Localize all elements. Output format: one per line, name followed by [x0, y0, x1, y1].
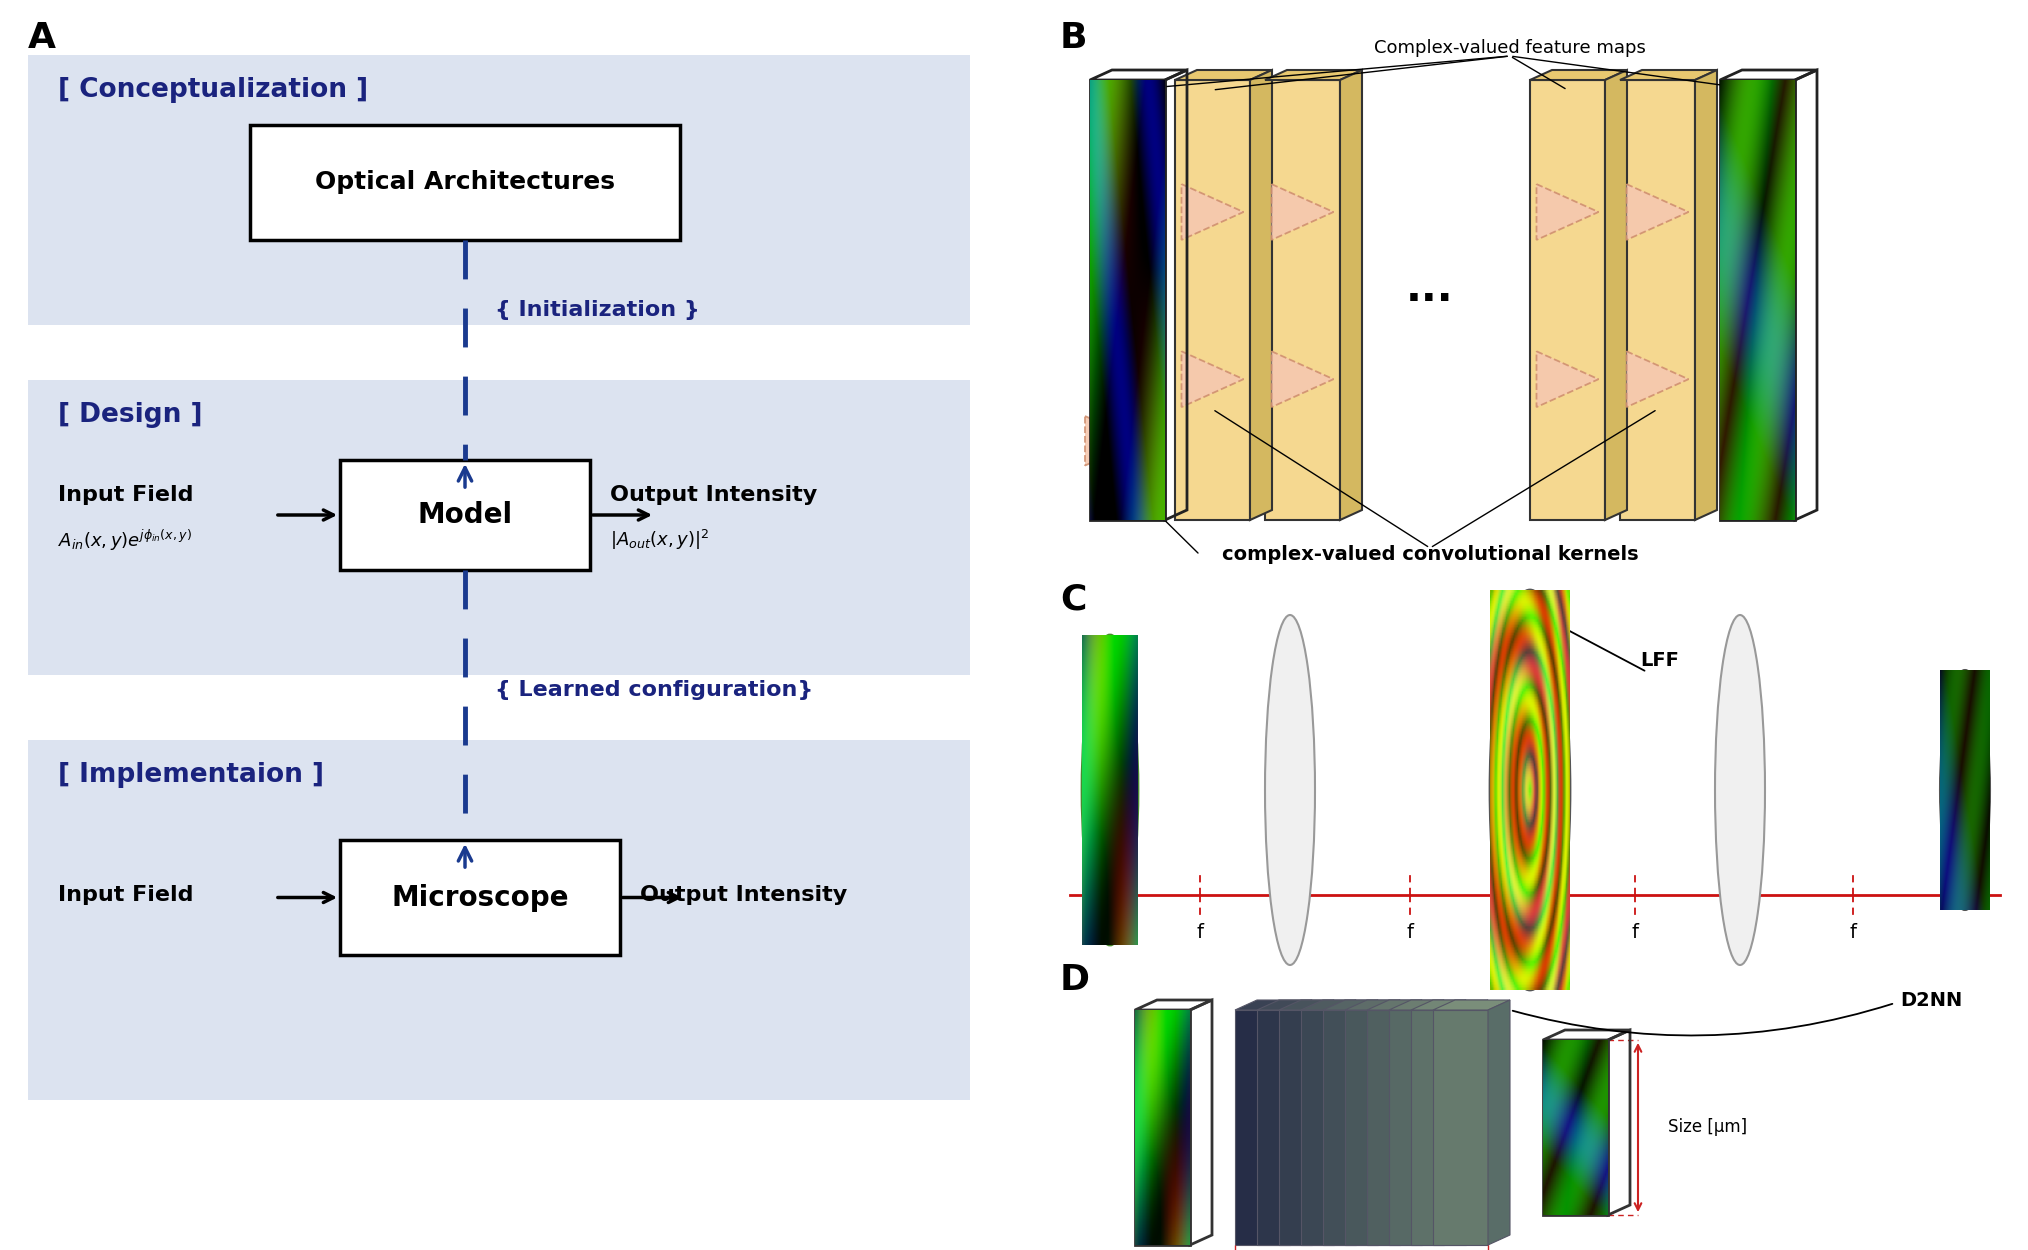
Polygon shape [1290, 1000, 1312, 1245]
Text: f: f [1197, 924, 1203, 942]
Polygon shape [1367, 1010, 1422, 1245]
Polygon shape [1345, 1010, 1399, 1245]
Polygon shape [1626, 351, 1689, 408]
Polygon shape [1620, 70, 1718, 80]
Text: Model: Model [418, 501, 513, 529]
Ellipse shape [1716, 615, 1764, 965]
Polygon shape [1302, 1000, 1377, 1010]
Text: [ Conceptualization ]: [ Conceptualization ] [59, 78, 369, 102]
Polygon shape [1434, 1010, 1489, 1245]
Polygon shape [1334, 1000, 1357, 1245]
Polygon shape [1249, 70, 1272, 520]
Polygon shape [1280, 1000, 1357, 1010]
Ellipse shape [1265, 615, 1314, 965]
Polygon shape [1377, 1000, 1399, 1245]
Text: Input Field: Input Field [59, 485, 193, 505]
Text: Optical Architectures: Optical Architectures [314, 170, 614, 195]
Polygon shape [1357, 1000, 1377, 1245]
Bar [341, 840, 621, 955]
Polygon shape [1604, 70, 1626, 520]
Text: { Initialization }: { Initialization } [495, 300, 700, 320]
Text: Size [μm]: Size [μm] [1669, 1119, 1748, 1136]
Bar [28, 380, 969, 675]
Polygon shape [1265, 80, 1341, 520]
Polygon shape [1444, 1000, 1466, 1245]
Polygon shape [1257, 1000, 1334, 1010]
Polygon shape [1620, 80, 1695, 520]
Text: Complex-valued feature maps: Complex-valued feature maps [1375, 39, 1647, 58]
Polygon shape [1389, 1010, 1444, 1245]
Polygon shape [1265, 70, 1363, 80]
Polygon shape [1626, 184, 1689, 240]
Text: Output Intensity: Output Intensity [610, 485, 817, 505]
Polygon shape [1422, 1000, 1444, 1245]
Text: [ Implementaion ]: [ Implementaion ] [59, 762, 324, 788]
Polygon shape [1389, 1000, 1466, 1010]
Bar [341, 460, 590, 570]
Text: complex-valued convolutional kernels: complex-valued convolutional kernels [1221, 545, 1639, 565]
Polygon shape [1235, 1010, 1290, 1245]
Polygon shape [1182, 351, 1243, 408]
Polygon shape [1272, 351, 1334, 408]
Text: f: f [1850, 924, 1856, 942]
Polygon shape [1182, 184, 1243, 240]
Bar [28, 740, 969, 1100]
Polygon shape [1434, 1000, 1511, 1010]
Polygon shape [1174, 70, 1272, 80]
Polygon shape [1272, 184, 1334, 240]
Text: [ Design ]: [ Design ] [59, 402, 203, 428]
Polygon shape [1529, 70, 1626, 80]
Polygon shape [1257, 1010, 1312, 1245]
Text: A: A [28, 21, 57, 55]
Polygon shape [1302, 1010, 1357, 1245]
Polygon shape [1322, 1000, 1399, 1010]
Polygon shape [1411, 1000, 1489, 1010]
Polygon shape [1489, 1000, 1511, 1245]
Polygon shape [1399, 1000, 1422, 1245]
Text: Input Field: Input Field [59, 885, 193, 905]
Polygon shape [1341, 70, 1363, 520]
Text: { Learned configuration}: { Learned configuration} [495, 680, 813, 700]
Text: f: f [1407, 924, 1414, 942]
Text: $A_{in}(x,y)e^{j\phi_{in}(x,y)}$: $A_{in}(x,y)e^{j\phi_{in}(x,y)}$ [59, 528, 193, 552]
Bar [249, 125, 679, 240]
Text: Output Intensity: Output Intensity [641, 885, 848, 905]
Polygon shape [1312, 1000, 1334, 1245]
Text: B: B [1061, 21, 1087, 55]
Polygon shape [1174, 80, 1249, 520]
Text: $|A_{out}(x,y)|^2$: $|A_{out}(x,y)|^2$ [610, 528, 710, 552]
Text: ···: ··· [1405, 279, 1454, 321]
Polygon shape [1529, 80, 1604, 520]
Text: f: f [1631, 924, 1639, 942]
Polygon shape [1280, 1010, 1334, 1245]
Text: LFF: LFF [1641, 650, 1679, 670]
Polygon shape [1345, 1000, 1422, 1010]
Polygon shape [1367, 1000, 1444, 1010]
Polygon shape [1235, 1000, 1312, 1010]
Text: D: D [1061, 962, 1089, 998]
Polygon shape [1466, 1000, 1489, 1245]
Polygon shape [1411, 1010, 1466, 1245]
Text: Microscope: Microscope [391, 884, 568, 911]
Polygon shape [1537, 184, 1598, 240]
Text: D2NN: D2NN [1900, 990, 1963, 1010]
Polygon shape [1322, 1010, 1377, 1245]
Polygon shape [1537, 351, 1598, 408]
Polygon shape [1085, 416, 1140, 465]
Polygon shape [1695, 70, 1718, 520]
Text: C: C [1061, 582, 1087, 618]
Bar [28, 55, 969, 325]
